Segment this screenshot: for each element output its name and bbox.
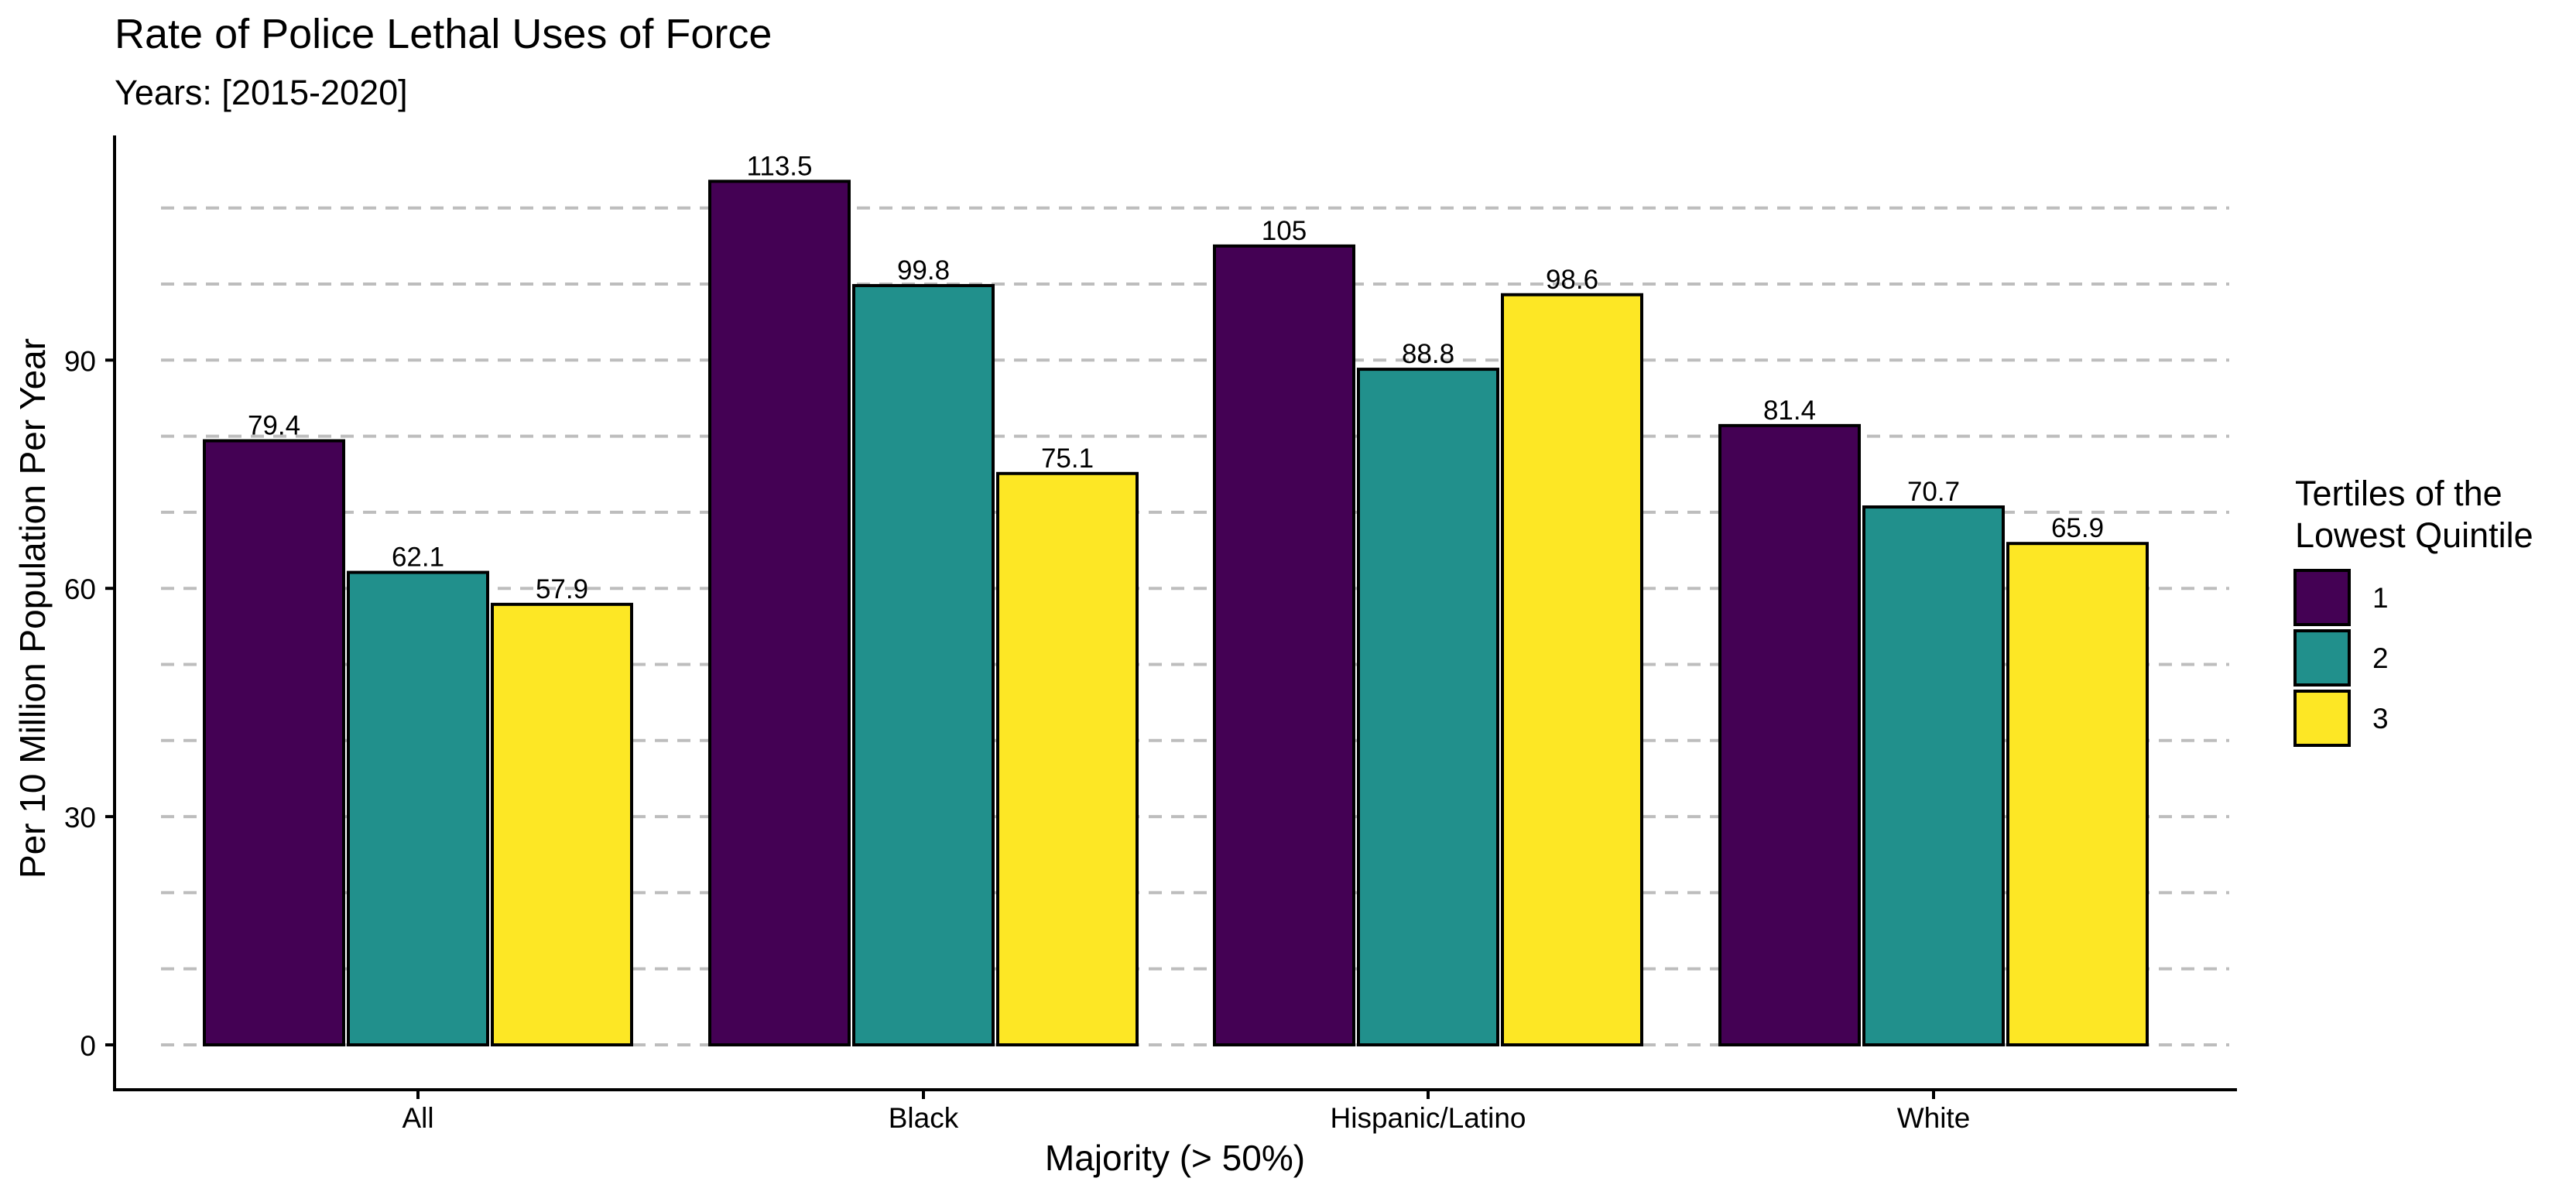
bar-value-label: 99.8: [897, 255, 950, 286]
y-axis-ticks: 0 30 60 90: [64, 345, 115, 1062]
x-tick-label: All: [402, 1102, 433, 1134]
bar-value-label: 88.8: [1402, 339, 1454, 369]
x-axis-label: Majority (> 50%): [1045, 1138, 1305, 1178]
y-tick-label: 60: [64, 574, 96, 605]
bar-value-label: 62.1: [392, 543, 444, 573]
legend: Tertiles of the Lowest Quintile 1 2 3: [2293, 474, 2533, 747]
bar-value-label: 65.9: [2051, 513, 2104, 543]
y-axis-label: Per 10 Million Population Per Year: [12, 338, 53, 878]
bar: [203, 439, 345, 1046]
bar: [852, 283, 995, 1046]
y-tick-label: 0: [80, 1030, 96, 1062]
bar: [996, 471, 1139, 1046]
bar: [1213, 244, 1355, 1047]
bar: [2006, 542, 2149, 1046]
bar-value-label: 75.1: [1041, 443, 1094, 474]
y-tick-label: 90: [64, 345, 96, 377]
bar: [1718, 423, 1861, 1046]
bar: [1862, 505, 2005, 1046]
data-labels: 79.4 62.1 57.9 113.5 99.8 75.1 105 88.8 98.6 81.4…: [248, 151, 2104, 604]
legend-label: 1: [2372, 582, 2389, 614]
legend-key: [2293, 690, 2351, 747]
legend-title-line1: Tertiles of the: [2295, 474, 2502, 513]
x-tick-label: Black: [889, 1102, 959, 1134]
x-tick-label: Hispanic/Latino: [1331, 1102, 1526, 1134]
x-axis-ticks: All Black Hispanic/Latino White: [402, 1090, 1970, 1134]
bars: [203, 180, 2149, 1047]
bar-value-label: 57.9: [536, 574, 588, 604]
bar-value-label: 79.4: [248, 410, 300, 440]
legend-label: 3: [2372, 703, 2389, 734]
bar-value-label: 98.6: [1546, 265, 1598, 295]
chart-title: Rate of Police Lethal Uses of Force: [115, 11, 772, 57]
bar: [491, 602, 633, 1046]
legend-key: [2293, 569, 2351, 626]
x-tick-label: White: [1897, 1102, 1971, 1134]
bar-value-label: 70.7: [1907, 477, 1960, 507]
y-tick-label: 30: [64, 802, 96, 834]
bar-value-label: 105: [1262, 216, 1307, 246]
legend-key: [2293, 629, 2351, 687]
chart-subtitle: Years: [2015-2020]: [115, 73, 408, 112]
bar-value-label: 113.5: [747, 151, 813, 181]
legend-label: 2: [2372, 642, 2389, 674]
bar: [347, 570, 489, 1046]
legend-title-line2: Lowest Quintile: [2295, 515, 2533, 555]
bar: [1501, 293, 1643, 1046]
bar: [708, 180, 851, 1046]
bar: [1357, 368, 1499, 1046]
bar-value-label: 81.4: [1763, 395, 1816, 426]
